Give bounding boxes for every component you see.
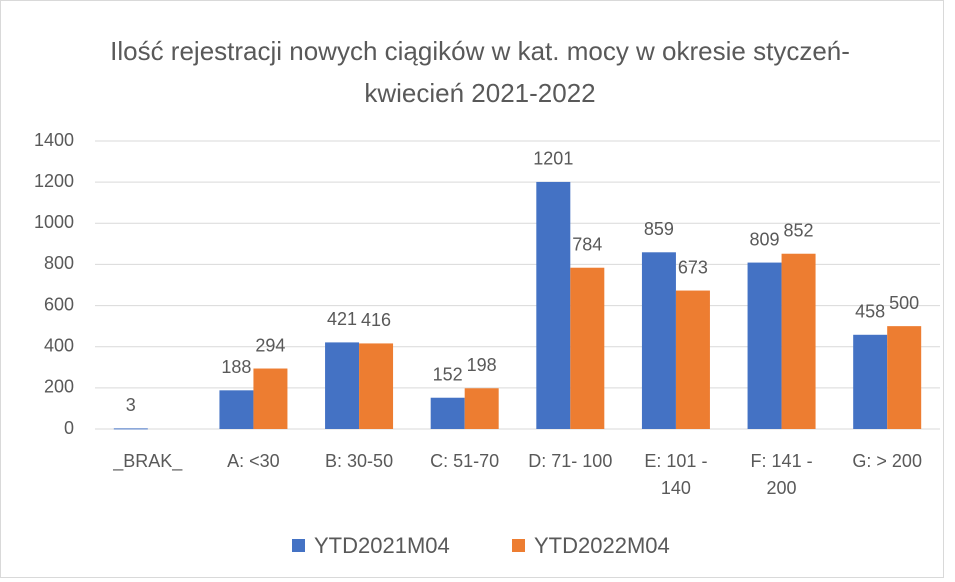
- x-tick-label: E: 101 - 140: [644, 451, 708, 498]
- bar: [853, 334, 888, 429]
- data-label: 852: [784, 220, 814, 240]
- x-tick-label: F: 141 - 200: [750, 451, 813, 498]
- bar: [675, 290, 710, 429]
- data-label: 188: [221, 357, 251, 377]
- data-label: 416: [361, 310, 391, 330]
- bar: [887, 326, 922, 429]
- legend-label: YTD2022M04: [534, 533, 670, 558]
- y-tick-label: 1200: [34, 171, 74, 191]
- bar: [113, 428, 148, 430]
- legend-swatch: [512, 539, 525, 552]
- data-label: 458: [855, 302, 885, 322]
- y-tick-label: 400: [44, 335, 74, 355]
- bar: [536, 181, 571, 429]
- bar: [325, 342, 360, 429]
- x-tick-label: C: 51-70: [430, 451, 500, 471]
- data-label: 1201: [533, 149, 573, 169]
- bar: [253, 368, 288, 429]
- bar: [641, 252, 676, 429]
- bar: [219, 390, 254, 429]
- data-label: 500: [889, 293, 919, 313]
- data-label: 784: [572, 234, 602, 254]
- legend-swatch: [292, 539, 305, 552]
- data-label: 809: [750, 229, 780, 249]
- data-label: 859: [644, 219, 674, 239]
- bar: [430, 397, 465, 429]
- y-tick-label: 1000: [34, 212, 74, 232]
- data-label: 198: [467, 355, 497, 375]
- x-tick-label: D: 71- 100: [528, 451, 613, 471]
- x-tick-label: A: <30: [227, 451, 280, 471]
- y-tick-label: 600: [44, 294, 74, 314]
- x-tick-label: G: > 200: [852, 451, 922, 471]
- x-tick-label: _BRAK_: [113, 451, 183, 471]
- chart-title: Ilość rejestracji nowych ciągików w kat.…: [110, 36, 850, 108]
- x-tick-label: B: 30-50: [325, 451, 394, 471]
- y-tick-label: 800: [44, 253, 74, 273]
- y-tick-label: 200: [44, 377, 74, 397]
- bar: [359, 343, 394, 429]
- bar: [747, 262, 782, 429]
- y-tick-label: 0: [64, 418, 74, 438]
- bar: [570, 267, 605, 429]
- data-label: 3: [126, 395, 136, 415]
- bar: [781, 253, 816, 429]
- legend-label: YTD2021M04: [314, 533, 450, 558]
- data-label: 673: [678, 257, 708, 277]
- data-label: 152: [433, 364, 463, 384]
- y-tick-label: 1400: [34, 130, 74, 150]
- bar: [464, 388, 499, 429]
- data-label: 421: [327, 309, 357, 329]
- data-label: 294: [255, 335, 285, 355]
